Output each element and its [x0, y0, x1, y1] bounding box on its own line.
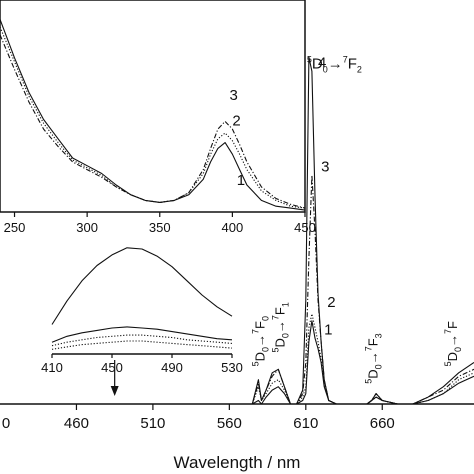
transition-label-part: 0 — [374, 364, 384, 369]
transition-label-part: 0 — [260, 347, 270, 352]
transition-label-text: 5D0→7F3 — [364, 333, 384, 383]
emi-series-line-a — [51, 247, 233, 325]
main-emission-chart: 460 510 560 610 660432105D0→7F25D0→7F05D0→7F… — [0, 54, 474, 432]
transition-label-part: 0 — [323, 64, 328, 74]
transition-label-part: → — [366, 351, 381, 364]
transition-label-part: 7 — [364, 346, 374, 351]
transition-label-part: F — [445, 321, 460, 329]
transition-label-part: 2 — [357, 64, 362, 74]
transition-label-part: 5 — [250, 361, 260, 366]
main-x-tick-label: 660 — [370, 415, 395, 432]
transition-label-part: 3 — [374, 333, 384, 338]
transition-label: 5D0→7F1 — [270, 302, 290, 352]
transition-label-part: 5 — [443, 361, 453, 366]
main-series-line-2 — [244, 313, 474, 405]
transition-label-part: D — [445, 352, 460, 361]
excitation-inset-chart: 250 300 350 400 450 3 2 1 — [0, 0, 316, 235]
down-arrow-head — [110, 386, 119, 396]
transition-label-part: 7 — [270, 315, 280, 320]
emi-x-tick-label: 530 — [221, 360, 243, 375]
exc-frame — [0, 0, 306, 213]
exc-curve-label: 2 — [232, 112, 240, 129]
transition-label-part: 7 — [250, 329, 260, 334]
emission-inset-chart: 410 450 490 530 — [41, 247, 243, 375]
main-x-tick-label: 0 — [2, 415, 10, 432]
transition-label-part: 5 — [270, 348, 280, 353]
emi-x-tick-label: 410 — [41, 360, 63, 375]
transition-label: 5D0→7F0 — [250, 316, 270, 366]
transition-label-part: F — [272, 307, 287, 315]
emi-x-tick-label: 450 — [101, 360, 123, 375]
exc-x-tick-label: 300 — [76, 220, 98, 235]
transition-label-part: 5 — [307, 54, 312, 64]
exc-series-line-3 — [0, 34, 306, 209]
transition-label-part: 1 — [280, 302, 290, 307]
main-x-tick-label: 460 — [64, 415, 89, 432]
transition-label-part: 0 — [453, 347, 463, 352]
main-x-tick-label: 510 — [140, 415, 165, 432]
transition-label-part: 0 — [280, 333, 290, 338]
emi-series-line-d — [51, 340, 233, 350]
exc-series-line-2 — [0, 26, 306, 209]
transition-label-part: D — [252, 352, 267, 361]
transition-label-part: 7 — [343, 54, 348, 64]
exc-x-tick-label: 350 — [149, 220, 171, 235]
exc-x-tick-label: 250 — [4, 220, 26, 235]
transition-label-part: D — [272, 338, 287, 347]
transition-label-text: 5D0→7F1 — [270, 302, 290, 352]
exc-x-tick-label: 450 — [294, 220, 316, 235]
emi-series-line-b — [51, 326, 233, 343]
transition-label-part: 7 — [443, 329, 453, 334]
main-curve-label: 1 — [324, 322, 332, 339]
x-axis-title: Wavelength / nm — [174, 453, 301, 472]
transition-label: 5D0→7F2 — [307, 54, 362, 74]
main-x-tick-label: 610 — [293, 415, 318, 432]
main-x-tick-label: 560 — [217, 415, 242, 432]
transition-label-part: F — [348, 55, 357, 72]
exc-curve-label: 3 — [229, 87, 237, 104]
emi-series-line-c — [51, 334, 233, 347]
transition-label-part: → — [272, 320, 287, 333]
transition-label-text: 5D0→7F — [443, 321, 463, 366]
transition-label-text: 5D0→7F2 — [307, 54, 362, 74]
transition-label-part: D — [312, 55, 323, 72]
transition-label-part: D — [366, 369, 381, 378]
exc-curve-label: 1 — [237, 172, 245, 189]
exc-x-tick-label: 400 — [222, 220, 244, 235]
transition-label-part: → — [328, 55, 343, 72]
main-curve-label: 4 — [318, 55, 326, 72]
transition-label-text: 5D0→7F0 — [250, 316, 270, 366]
transition-label-part: F — [366, 338, 381, 346]
emi-x-tick-label: 490 — [161, 360, 183, 375]
main-curve-label: 3 — [321, 159, 329, 176]
main-curve-label: 2 — [327, 294, 335, 311]
transition-label-part: 0 — [260, 316, 270, 321]
transition-label: 5D0→7F — [443, 321, 463, 366]
transition-label-part: F — [252, 321, 267, 329]
main-series-line-4 — [244, 56, 474, 405]
transition-label-part: → — [445, 334, 460, 347]
transition-label: 5D0→7F3 — [364, 333, 384, 383]
transition-label-part: → — [252, 334, 267, 347]
transition-label-part: 5 — [364, 379, 374, 384]
